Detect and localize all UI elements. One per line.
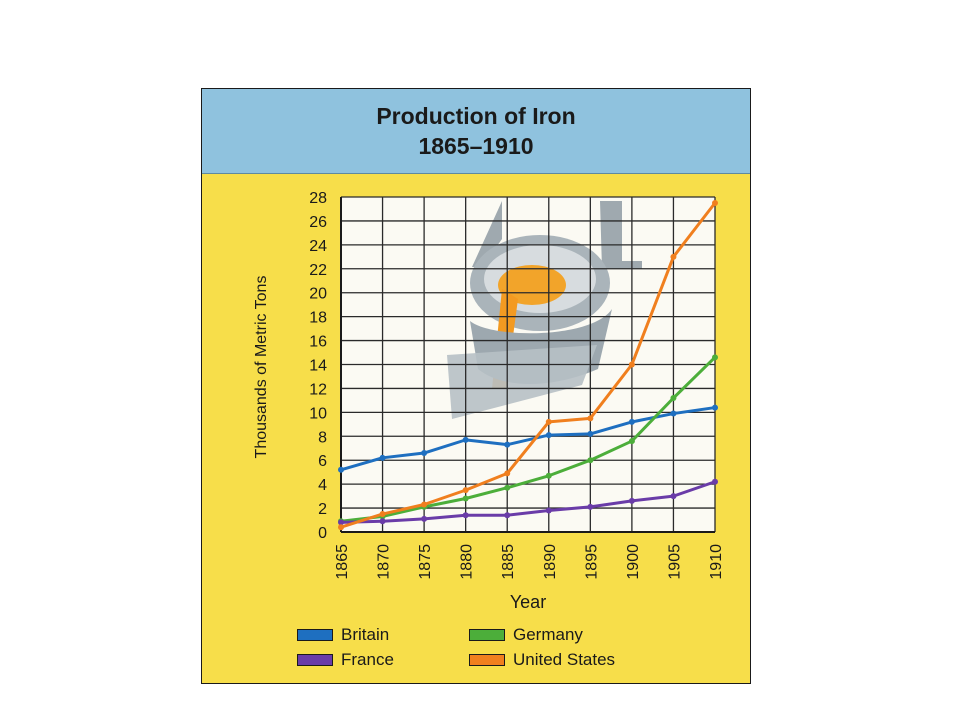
legend-item-france: France xyxy=(297,650,394,670)
data-point-france xyxy=(712,478,718,485)
y-tick-label: 6 xyxy=(318,453,327,470)
legend-item-germany: Germany xyxy=(469,625,583,645)
legend-swatch-united-states xyxy=(469,654,505,666)
data-point-france xyxy=(379,518,386,525)
data-point-france xyxy=(628,497,635,504)
data-point-germany xyxy=(712,354,718,361)
y-tick-label: 18 xyxy=(309,310,327,327)
legend-item-united-states: United States xyxy=(469,650,615,670)
chart-subtitle: 1865–1910 xyxy=(418,133,534,159)
x-tick-label: 1875 xyxy=(417,544,434,580)
y-tick-label: 16 xyxy=(309,334,327,351)
x-tick-label: 1890 xyxy=(542,544,559,580)
x-tick-label: 1895 xyxy=(583,544,600,580)
data-point-united-states xyxy=(545,418,552,425)
data-point-britain xyxy=(670,410,677,417)
data-point-france xyxy=(545,507,552,514)
x-tick-label: 1905 xyxy=(666,544,683,580)
data-point-germany xyxy=(587,457,594,464)
data-point-britain xyxy=(712,404,718,411)
data-point-germany xyxy=(504,484,511,491)
data-point-france xyxy=(462,512,469,519)
y-tick-label: 24 xyxy=(309,238,327,255)
x-tick-label: 1870 xyxy=(376,544,393,580)
data-point-united-states xyxy=(421,501,428,508)
data-point-france xyxy=(670,493,677,500)
series-line-germany xyxy=(340,356,717,523)
data-point-united-states xyxy=(670,253,677,260)
x-tick-label: 1880 xyxy=(459,544,476,580)
data-point-britain xyxy=(338,466,344,473)
chart-figure: Production of Iron 1865–1910 0 2 4 6 8 10 12 14… xyxy=(201,88,751,684)
y-tick-label: 12 xyxy=(309,381,327,398)
data-point-britain xyxy=(379,454,386,461)
legend-label: France xyxy=(341,650,394,669)
x-tick-label: 1865 xyxy=(334,544,351,580)
legend-swatch-britain xyxy=(297,629,333,641)
legend-label: Britain xyxy=(341,625,390,644)
data-point-france xyxy=(338,519,344,526)
legend-swatch-germany xyxy=(469,629,505,641)
y-tick-label: 2 xyxy=(318,501,327,518)
data-point-united-states xyxy=(504,470,511,477)
legend-item-britain: Britain xyxy=(297,625,389,645)
data-point-united-states xyxy=(628,361,635,368)
data-point-germany xyxy=(462,495,469,502)
series-line-france xyxy=(340,480,716,524)
data-point-united-states xyxy=(587,415,594,422)
data-point-britain xyxy=(587,430,594,437)
y-tick-label: 26 xyxy=(309,214,327,231)
y-tick-label: 14 xyxy=(309,358,327,375)
data-point-united-states xyxy=(338,524,344,531)
data-point-britain xyxy=(545,432,552,439)
data-point-britain xyxy=(462,436,469,443)
y-tick-label: 4 xyxy=(318,477,327,494)
data-point-britain xyxy=(421,450,428,457)
data-point-united-states xyxy=(379,511,386,518)
grid xyxy=(340,196,716,533)
data-point-france xyxy=(504,512,511,519)
data-point-germany xyxy=(545,472,552,479)
y-axis-label: Thousands of Metric Tons xyxy=(253,276,270,459)
legend-label: Germany xyxy=(513,625,583,644)
y-tick-label: 8 xyxy=(318,429,327,446)
title-bar: Production of Iron 1865–1910 xyxy=(202,89,750,174)
data-point-united-states xyxy=(712,199,718,206)
series-line-united-states xyxy=(340,202,717,529)
data-point-britain xyxy=(628,418,635,425)
x-tick-label: 1910 xyxy=(708,544,725,580)
x-tick-label: 1885 xyxy=(500,544,517,580)
data-point-britain xyxy=(504,441,511,448)
x-axis-label: Year xyxy=(510,592,546,612)
legend-swatch-france xyxy=(297,654,333,666)
data-point-france xyxy=(421,515,428,522)
ladle-illustration xyxy=(447,201,642,419)
data-point-france xyxy=(587,503,594,510)
data-point-germany xyxy=(670,395,677,401)
y-tick-label: 10 xyxy=(309,405,327,422)
x-tick-label: 1900 xyxy=(625,544,642,580)
y-tick-label: 0 xyxy=(318,525,327,542)
chart-title: Production of Iron xyxy=(376,103,576,129)
y-tick-label: 20 xyxy=(309,286,327,303)
legend-label: United States xyxy=(513,650,616,669)
data-point-united-states xyxy=(462,487,469,494)
data-point-germany xyxy=(628,438,635,445)
y-tick-label: 22 xyxy=(309,262,327,279)
y-tick-label: 28 xyxy=(309,190,327,207)
